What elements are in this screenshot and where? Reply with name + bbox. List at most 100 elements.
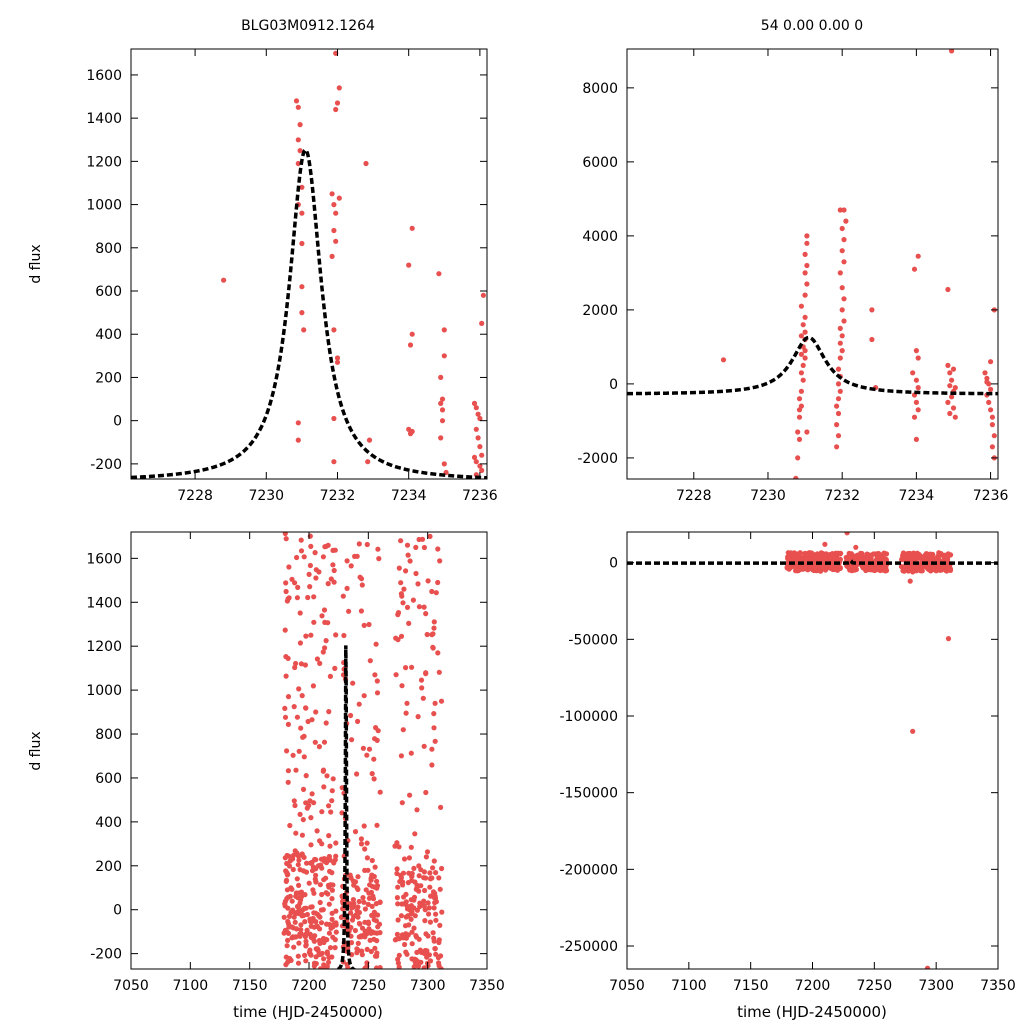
data-point [282, 855, 288, 861]
data-point [798, 388, 805, 394]
data-point [293, 98, 300, 104]
data-point [417, 947, 423, 953]
data-point [369, 857, 375, 864]
x-tick-label: 7236 [462, 488, 498, 504]
y-tick-label: 0 [113, 414, 122, 430]
data-point [839, 225, 845, 232]
data-point [291, 944, 297, 950]
data-point [377, 789, 383, 795]
data-point [336, 85, 342, 91]
data-point [291, 914, 297, 920]
data-point [916, 552, 922, 558]
data-point [396, 844, 402, 850]
data-point [871, 567, 878, 573]
data-point [423, 931, 429, 937]
data-point [427, 870, 433, 876]
data-point [295, 437, 301, 443]
data-point [309, 791, 315, 797]
x-tick-label: 7350 [469, 978, 505, 994]
data-point [361, 693, 367, 699]
data-point [430, 865, 436, 871]
data-point [332, 665, 338, 672]
data-point [404, 542, 411, 548]
data-point [402, 932, 408, 938]
data-point [319, 613, 325, 619]
data-point [835, 410, 842, 417]
x-tick-label: 7232 [320, 488, 356, 504]
data-point [911, 557, 917, 563]
data-point [324, 949, 330, 955]
data-point [344, 585, 350, 592]
data-point [796, 414, 803, 420]
data-point [947, 410, 953, 417]
data-point [796, 567, 802, 574]
data-point [400, 727, 406, 733]
data-point [328, 809, 334, 815]
data-point [300, 817, 306, 823]
data-point [317, 926, 323, 932]
data-point [414, 882, 420, 889]
data-point [402, 923, 409, 929]
data-point [804, 429, 810, 435]
data-point [395, 917, 401, 923]
data-point [340, 593, 346, 599]
data-point [288, 909, 294, 916]
data-point [795, 429, 801, 435]
data-point [477, 415, 483, 422]
data-point [936, 552, 942, 558]
data-point [370, 893, 376, 899]
data-point [317, 914, 323, 920]
data-point [427, 884, 433, 890]
data-point [325, 891, 331, 897]
data-point [401, 586, 407, 592]
data-point [420, 695, 426, 701]
data-point [427, 919, 433, 925]
data-point [429, 588, 435, 595]
data-point [834, 422, 840, 428]
x-tick-label: 7234 [391, 488, 427, 504]
data-point [398, 753, 404, 759]
x-axis-label: time (HJD-2450000) [233, 1003, 383, 1021]
data-point [841, 296, 847, 302]
data-point [372, 672, 378, 678]
data-point [320, 554, 326, 560]
y-axis-label: d flux [28, 731, 44, 770]
data-point [422, 887, 428, 894]
data-point [285, 694, 292, 700]
data-point [415, 714, 421, 720]
data-point [318, 907, 324, 913]
data-point [952, 414, 958, 420]
data-point [321, 956, 327, 962]
data-point [409, 331, 415, 337]
data-point [433, 590, 439, 596]
data-point [295, 584, 301, 591]
data-point [298, 922, 304, 928]
panel-bottom-right: time (HJD-2450000) 7050 7100 7150 7200 7250 7… [560, 531, 1016, 1021]
data-point [988, 359, 994, 365]
data-point [356, 898, 362, 905]
data-point [327, 843, 333, 849]
data-point [331, 567, 337, 574]
data-point [323, 858, 329, 865]
data-point [283, 580, 289, 586]
data-point [316, 569, 322, 575]
data-point [299, 913, 305, 919]
data-point [285, 779, 291, 785]
data-point [802, 251, 808, 257]
data-point [901, 568, 907, 574]
x-tick-label: 7350 [980, 978, 1016, 994]
data-point [439, 909, 445, 915]
data-point [839, 285, 845, 291]
data-point [436, 960, 442, 966]
data-point [283, 536, 289, 542]
data-point [374, 885, 380, 891]
data-point [834, 553, 840, 560]
data-point [302, 919, 308, 925]
panel-bottom-left: d flux time (HJD-2450000) 7050 7100 7150 72… [28, 531, 505, 1021]
data-point [398, 633, 405, 639]
x-tick-label: 7228 [177, 488, 213, 504]
data-point [333, 922, 339, 928]
data-point [295, 104, 301, 110]
data-point [423, 789, 429, 796]
